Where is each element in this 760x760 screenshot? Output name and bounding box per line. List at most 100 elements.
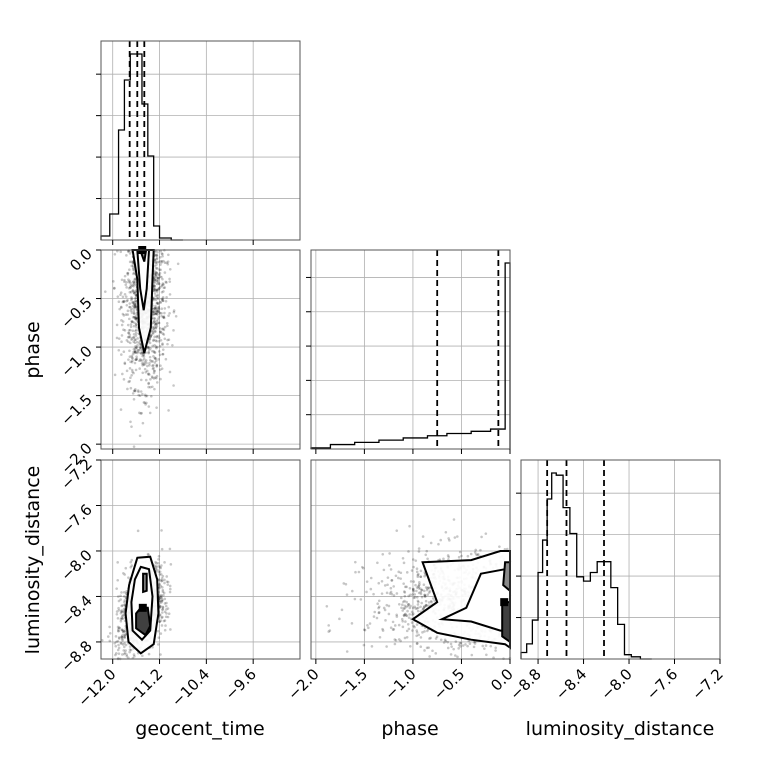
scatter-point (151, 344, 154, 348)
scatter-point (362, 566, 365, 570)
scatter-point (403, 636, 407, 640)
scatter-point (153, 279, 157, 282)
scatter-point (392, 628, 396, 631)
scatter-point (150, 375, 154, 378)
scatter-point (121, 372, 124, 376)
scatter-point (415, 631, 419, 634)
contour-level (502, 561, 511, 593)
scatter-point (158, 330, 162, 334)
scatter-point (132, 271, 136, 275)
scatter-point (417, 547, 421, 550)
scatter-point (163, 307, 167, 310)
scatter-point (155, 288, 159, 291)
scatter-point (146, 552, 150, 556)
scatter-point (423, 605, 426, 609)
histogram-bar (130, 54, 136, 240)
scatter-point (160, 529, 163, 532)
scatter-point (378, 635, 382, 639)
histogram-bar (447, 434, 471, 449)
scatter-point (142, 357, 146, 361)
scatter-point (387, 604, 391, 608)
scatter-point (146, 346, 150, 349)
scatter-point (151, 329, 155, 333)
scatter-point (133, 350, 137, 354)
scatter-point (130, 307, 133, 311)
histogram-bar (505, 263, 510, 449)
scatter-point (154, 270, 157, 274)
scatter-point (123, 278, 126, 282)
scatter-point (120, 637, 124, 641)
scatter-point (409, 644, 412, 648)
scatter-point (157, 307, 161, 311)
scatter-point (149, 334, 153, 337)
scatter-point (412, 565, 415, 569)
scatter-point (424, 553, 428, 557)
histogram-bar (552, 473, 557, 659)
scatter-point (409, 604, 412, 608)
scatter-point (415, 586, 419, 589)
scatter-point (122, 611, 126, 614)
scatter-point (162, 327, 165, 330)
histogram-bar (556, 475, 563, 659)
scatter-point (422, 607, 425, 611)
scatter-point (401, 619, 405, 623)
scatter-point (153, 284, 156, 288)
scatter-point (156, 288, 159, 292)
scatter-point (158, 613, 162, 616)
scatter-point (119, 291, 123, 294)
scatter-point (423, 593, 426, 597)
scatter-point (139, 346, 143, 350)
scatter-point (120, 278, 124, 282)
scatter-point (447, 537, 450, 540)
scatter-point (434, 637, 438, 640)
scatter-point (158, 275, 162, 278)
scatter-point (161, 615, 164, 619)
scatter-point (153, 351, 156, 354)
scatter-point (498, 545, 501, 548)
scatter-point (133, 305, 136, 309)
scatter-point (139, 352, 143, 355)
scatter-point (165, 608, 168, 611)
scatter-point (118, 307, 122, 311)
scatter-point (423, 649, 426, 652)
scatter-point (120, 628, 124, 632)
scatter-point (172, 329, 175, 332)
scatter-point (165, 261, 169, 264)
scatter-point (134, 278, 137, 281)
scatter-point (161, 588, 165, 592)
scatter-point (155, 364, 159, 367)
scatter-point (393, 642, 397, 646)
contour-level (135, 606, 152, 637)
scatter-point (376, 561, 379, 565)
scatter-point (129, 648, 133, 652)
scatter-point (155, 307, 158, 311)
scatter-point (159, 653, 162, 656)
scatter-point (122, 607, 126, 611)
histogram-bar (110, 214, 119, 240)
scatter-point (125, 254, 128, 257)
scatter-point (350, 589, 354, 593)
scatter-point (130, 338, 133, 341)
scatter-point (452, 518, 456, 521)
scatter-point (163, 311, 166, 315)
scatter-point (136, 350, 140, 354)
scatter-point (404, 614, 408, 617)
scatter-point (427, 646, 430, 649)
scatter-point (157, 554, 161, 558)
scatter-point (123, 641, 126, 645)
scatter-point (150, 333, 153, 337)
scatter-point (155, 301, 159, 305)
scatter-point (154, 376, 157, 379)
scatter-point (120, 617, 124, 620)
scatter-point (420, 595, 424, 599)
scatter-point (126, 250, 130, 253)
scatter-point (415, 589, 418, 593)
scatter-point (133, 361, 137, 365)
scatter-point (139, 378, 143, 382)
histogram-step-geocent_time (100, 53, 183, 241)
scatter-point (131, 268, 135, 271)
scatter-point (407, 594, 410, 598)
scatter-point (129, 281, 132, 285)
scatter-point (131, 304, 135, 308)
scatter-point (407, 616, 411, 619)
